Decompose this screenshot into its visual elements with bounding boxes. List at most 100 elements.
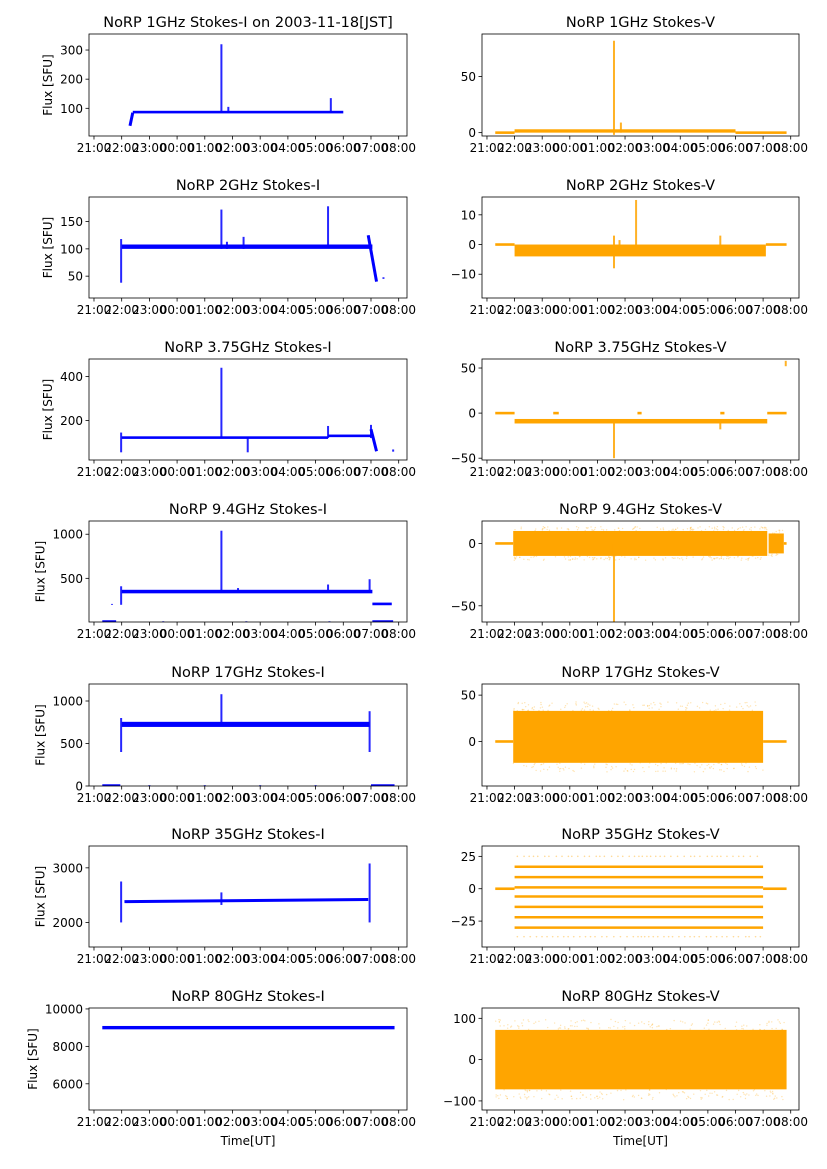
data-point bbox=[696, 705, 699, 708]
x-tick-label: 03:00 bbox=[243, 141, 278, 155]
data-band bbox=[102, 1025, 395, 1030]
x-tick-label: 23:00 bbox=[525, 791, 560, 805]
data-point bbox=[771, 1021, 773, 1023]
data-point bbox=[713, 710, 715, 712]
data-point bbox=[704, 768, 706, 770]
data-band bbox=[495, 131, 515, 134]
data-point bbox=[535, 935, 538, 938]
data-point bbox=[560, 1089, 562, 1091]
data-point bbox=[781, 1028, 784, 1031]
subplot-title: NoRP 17GHz Stokes-I bbox=[171, 665, 325, 681]
data-point bbox=[564, 1027, 566, 1030]
data-point bbox=[591, 529, 593, 531]
data-point bbox=[538, 1020, 540, 1023]
subplot-title: NoRP 80GHz Stokes-I bbox=[171, 989, 325, 1005]
data-point bbox=[599, 855, 601, 858]
data-point bbox=[594, 935, 596, 938]
data-point bbox=[523, 708, 525, 711]
data-point bbox=[663, 855, 666, 858]
data-point bbox=[571, 855, 573, 858]
data-point bbox=[693, 771, 696, 773]
data-point bbox=[765, 1095, 768, 1097]
data-point bbox=[729, 556, 731, 559]
data-point bbox=[529, 935, 532, 938]
data-point bbox=[653, 701, 655, 704]
x-tick-label: 05:00 bbox=[691, 952, 726, 966]
data-point bbox=[532, 855, 535, 858]
data-point bbox=[697, 527, 699, 529]
data-point bbox=[643, 935, 646, 938]
data-point bbox=[732, 855, 734, 858]
x-tick-label: 01:00 bbox=[187, 303, 222, 317]
data-point bbox=[654, 855, 657, 858]
data-point bbox=[735, 1021, 738, 1023]
data-band bbox=[102, 620, 117, 622]
data-point bbox=[759, 528, 761, 530]
data-band bbox=[121, 721, 370, 727]
data-point bbox=[514, 528, 516, 531]
data-point bbox=[577, 527, 580, 529]
x-tick-label: 01:00 bbox=[187, 141, 222, 155]
data-point bbox=[690, 702, 692, 704]
data-point bbox=[678, 557, 681, 560]
y-axis-label: Flux [SFU] bbox=[41, 54, 55, 115]
data-point bbox=[768, 1021, 770, 1024]
data-point bbox=[707, 555, 710, 558]
data-point bbox=[714, 705, 717, 707]
data-point bbox=[515, 556, 518, 558]
data-point bbox=[559, 767, 562, 770]
subplot-1: 21:0022:0023:0000:0001:0002:0003:0004:00… bbox=[41, 15, 416, 155]
data-point bbox=[720, 855, 722, 858]
x-tick-label: 00:00 bbox=[160, 303, 195, 317]
data-point bbox=[707, 763, 710, 766]
data-point bbox=[683, 935, 686, 938]
x-tick-label: 07:00 bbox=[354, 141, 389, 155]
data-point bbox=[558, 1027, 561, 1029]
data-point bbox=[567, 1028, 569, 1030]
data-point bbox=[659, 702, 661, 704]
data-point bbox=[717, 762, 719, 764]
data-point bbox=[712, 1023, 715, 1025]
data-point bbox=[632, 1094, 634, 1097]
data-band bbox=[763, 887, 787, 891]
data-point bbox=[536, 1090, 538, 1092]
data-point bbox=[634, 526, 637, 528]
data-point bbox=[541, 935, 543, 938]
x-tick-label: 21:00 bbox=[77, 303, 112, 317]
data-point bbox=[720, 763, 723, 766]
data-point bbox=[666, 1028, 668, 1031]
data-point bbox=[543, 768, 545, 771]
data-point bbox=[766, 528, 768, 531]
data-point bbox=[642, 766, 644, 769]
data-point bbox=[704, 528, 707, 531]
data-point bbox=[690, 1024, 693, 1026]
data-point bbox=[630, 558, 632, 560]
y-tick-label: 10 bbox=[461, 208, 476, 222]
data-point bbox=[698, 707, 701, 709]
data-point bbox=[527, 1096, 530, 1098]
data-point bbox=[538, 709, 540, 712]
data-point bbox=[545, 1090, 548, 1092]
data-point bbox=[668, 530, 670, 532]
data-point bbox=[720, 703, 722, 706]
data-point bbox=[740, 763, 743, 765]
data-point bbox=[575, 701, 577, 703]
data-point bbox=[649, 855, 652, 858]
data-point bbox=[709, 767, 711, 769]
data-point bbox=[735, 1029, 738, 1031]
x-tick-label: 08:00 bbox=[773, 141, 808, 155]
x-tick-label: 21:00 bbox=[470, 465, 505, 479]
data-point bbox=[593, 765, 595, 767]
x-tick-label: 05:00 bbox=[298, 141, 333, 155]
data-point bbox=[783, 1021, 785, 1024]
x-tick-label: 23:00 bbox=[132, 952, 167, 966]
data-point bbox=[548, 705, 550, 707]
plot-area bbox=[495, 855, 787, 938]
x-tick-label: 23:00 bbox=[525, 465, 560, 479]
data-point bbox=[671, 557, 674, 559]
data-point bbox=[704, 1093, 706, 1096]
data-point bbox=[709, 556, 711, 558]
data-point bbox=[649, 762, 651, 764]
data-point bbox=[569, 559, 571, 561]
data-point bbox=[534, 529, 536, 532]
